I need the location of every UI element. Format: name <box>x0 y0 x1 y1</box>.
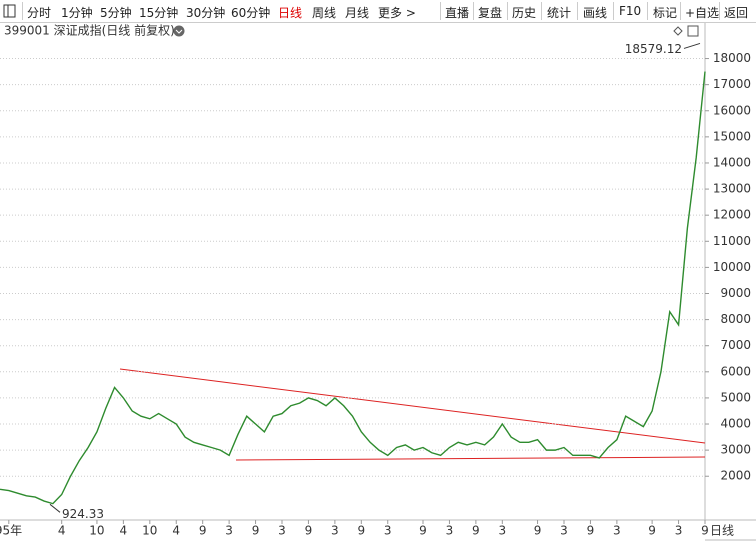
y-tick-label: 4000 <box>720 417 751 431</box>
period-label: 日线 <box>710 524 734 538</box>
y-tick-label: 2000 <box>720 469 751 483</box>
separator <box>507 2 508 20</box>
x-tick-label: 9 <box>199 524 207 538</box>
x-tick-label: 4 <box>172 524 180 538</box>
toolbar-button[interactable]: 月线 <box>345 6 370 20</box>
separator <box>680 2 681 20</box>
toolbar-button[interactable]: 返回 <box>724 6 749 20</box>
trend-line <box>119 368 706 444</box>
y-tick-label: 9000 <box>720 286 751 300</box>
x-tick-label: 3 <box>498 524 506 538</box>
y-tick-label: 8000 <box>720 312 751 326</box>
toolbar-button[interactable]: +自选 <box>685 6 720 20</box>
x-tick-label: 4 <box>58 524 66 538</box>
toolbar-button[interactable]: 分时 <box>27 6 52 20</box>
x-tick-label: 3 <box>225 524 233 538</box>
toolbar-button[interactable]: F10 <box>619 4 642 18</box>
toolbar-button[interactable]: 历史 <box>512 6 537 20</box>
separator <box>541 2 542 20</box>
toolbar-button[interactable]: 画线 <box>583 6 608 20</box>
x-tick-label: 9 <box>648 524 656 538</box>
panel-icon[interactable] <box>687 25 699 37</box>
y-tick-label: 11000 <box>713 234 751 248</box>
separator <box>647 2 648 20</box>
x-tick-label: 9 <box>357 524 365 538</box>
y-tick-label: 12000 <box>713 208 751 222</box>
x-tick-label: 9 <box>701 524 709 538</box>
toolbar-button[interactable]: 60分钟 <box>231 6 271 20</box>
x-tick-label: 3 <box>278 524 286 538</box>
separator <box>473 2 474 20</box>
y-tick-label: 14000 <box>713 155 751 169</box>
toolbar: 分时 1分钟 5分钟 15分钟 30分钟 60分钟 日线 周线 月线 更多 > 直播 复盘 历史 统计 画线… <box>0 0 756 23</box>
annotation: 924.33 <box>62 507 104 521</box>
toolbar-button[interactable]: 复盘 <box>478 6 503 20</box>
x-tick-label: 9 <box>419 524 427 538</box>
y-tick-label: 15000 <box>713 129 751 143</box>
x-tick-label: 3 <box>331 524 339 538</box>
x-tick-label: 1995年 <box>0 524 22 538</box>
toolbar-button[interactable]: 统计 <box>547 6 572 20</box>
dropdown-arrow <box>175 29 183 34</box>
y-tick-label: 10000 <box>713 260 751 274</box>
separator <box>440 2 441 20</box>
x-tick-label: 4 <box>120 524 128 538</box>
y-tick-label: 5000 <box>720 390 751 404</box>
x-tick-label: 9 <box>305 524 313 538</box>
x-tick-label: 9 <box>534 524 542 538</box>
price-line <box>0 71 706 505</box>
diamond-icon[interactable] <box>673 26 683 36</box>
x-tick-label: 10 <box>89 524 104 538</box>
annotation: 18579.12 <box>625 42 682 56</box>
y-tick-label: 6000 <box>720 364 751 378</box>
y-tick-label: 16000 <box>713 103 751 117</box>
separator <box>22 2 23 20</box>
separator <box>719 2 720 20</box>
toolbar-button[interactable]: 15分钟 <box>139 6 179 20</box>
dropdown-icon[interactable] <box>173 25 185 37</box>
toolbar-button[interactable]: 直播 <box>445 6 470 20</box>
toolbar-button[interactable]: 更多 > <box>378 6 416 20</box>
menu-icon[interactable] <box>0 0 20 22</box>
support-line <box>235 456 706 461</box>
toolbar-button[interactable]: 标记 <box>653 6 678 20</box>
y-tick-label: 18000 <box>713 51 751 65</box>
y-tick-label: 13000 <box>713 182 751 196</box>
annotation-arrow <box>49 503 61 513</box>
x-tick-label: 3 <box>675 524 683 538</box>
x-tick-label: 10 <box>142 524 157 538</box>
x-tick-label: 9 <box>472 524 480 538</box>
y-tick-label: 3000 <box>720 443 751 457</box>
y-tick-label: 17000 <box>713 77 751 91</box>
annotation-arrow <box>683 42 701 49</box>
toolbar-button[interactable]: 周线 <box>312 6 337 20</box>
x-tick-label: 3 <box>446 524 454 538</box>
toolbar-button[interactable]: 30分钟 <box>186 6 226 20</box>
separator <box>613 2 614 20</box>
x-tick-label: 9 <box>252 524 260 538</box>
x-tick-label: 9 <box>587 524 595 538</box>
x-tick-label: 3 <box>384 524 392 538</box>
x-tick-label: 3 <box>560 524 568 538</box>
toolbar-button[interactable]: 5分钟 <box>100 6 132 20</box>
toolbar-button[interactable]: 日线 <box>278 6 303 20</box>
y-tick-label: 7000 <box>720 338 751 352</box>
chart-title: 399001 深证成指(日线 前复权) <box>4 23 175 38</box>
separator <box>577 2 578 20</box>
x-tick-label: 3 <box>613 524 621 538</box>
toolbar-button[interactable]: 1分钟 <box>61 6 93 20</box>
